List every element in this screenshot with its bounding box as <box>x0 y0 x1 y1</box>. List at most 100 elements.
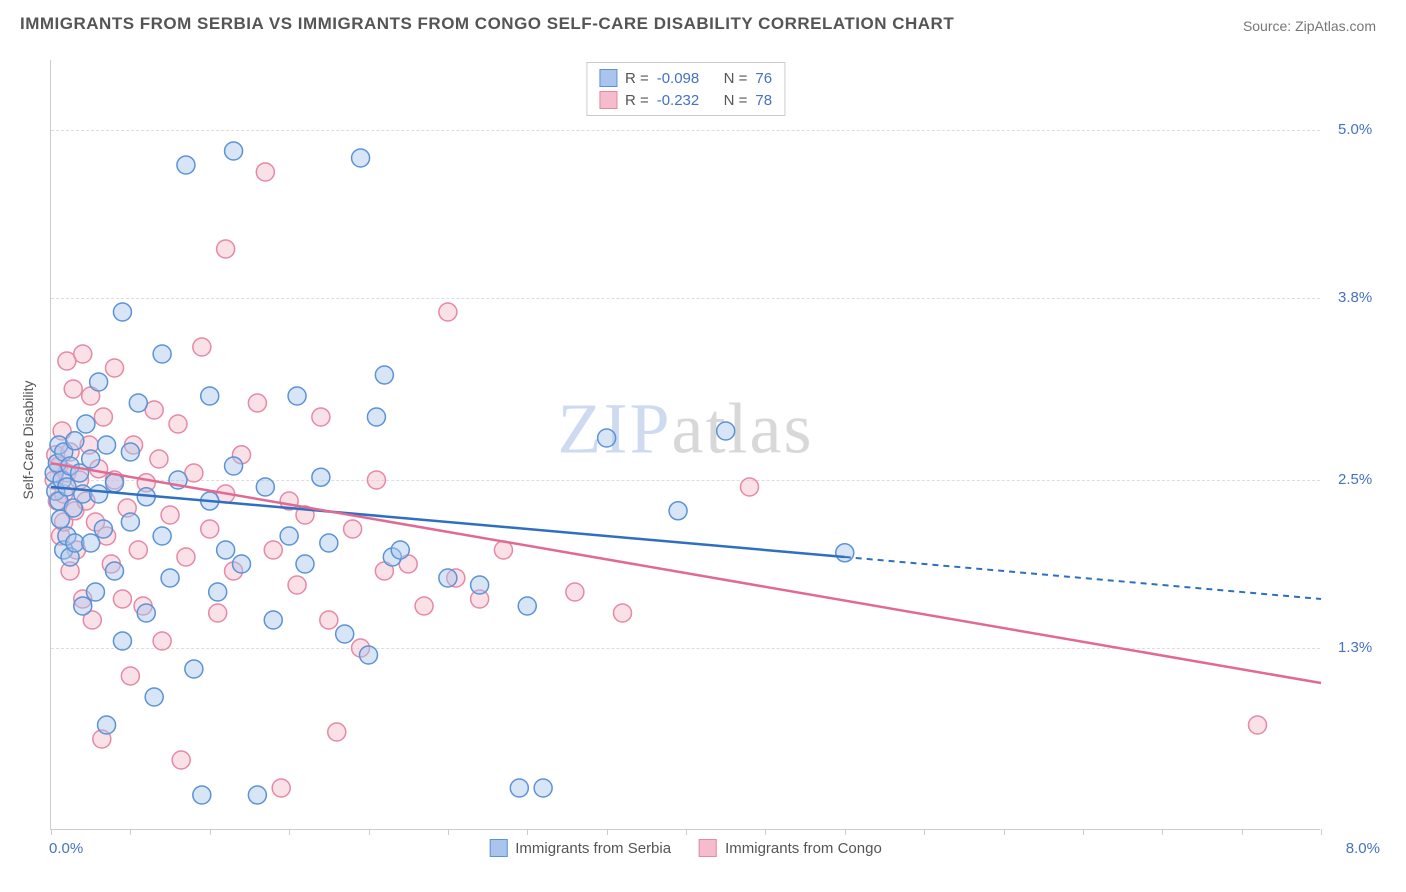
data-point <box>113 632 131 650</box>
data-point <box>106 359 124 377</box>
data-point <box>264 541 282 559</box>
data-point <box>209 583 227 601</box>
data-point <box>272 779 290 797</box>
legend-label-congo: Immigrants from Congo <box>725 840 882 857</box>
source-prefix: Source: <box>1243 18 1295 34</box>
y-axis-label: Self-Care Disability <box>20 380 36 499</box>
chart-title: IMMIGRANTS FROM SERBIA VS IMMIGRANTS FRO… <box>20 14 954 34</box>
data-point <box>121 443 139 461</box>
xtick <box>448 829 449 835</box>
data-point <box>367 408 385 426</box>
data-point <box>66 432 84 450</box>
data-point <box>193 338 211 356</box>
data-point <box>439 569 457 587</box>
data-point <box>153 527 171 545</box>
data-point <box>82 450 100 468</box>
swatch-serbia-bottom <box>489 839 507 857</box>
data-point <box>153 345 171 363</box>
data-point <box>113 590 131 608</box>
swatch-serbia <box>599 69 617 87</box>
xtick <box>51 829 52 835</box>
data-point <box>129 541 147 559</box>
data-point <box>598 429 616 447</box>
data-point <box>90 485 108 503</box>
data-point <box>312 408 330 426</box>
data-point <box>367 471 385 489</box>
data-point <box>217 240 235 258</box>
xtick <box>1242 829 1243 835</box>
n-label: N = <box>724 92 748 109</box>
data-point <box>64 380 82 398</box>
data-point <box>510 779 528 797</box>
legend-row-congo: R = -0.232 N = 78 <box>599 89 772 111</box>
data-point <box>288 576 306 594</box>
plot-area: ZIPatlas R = -0.098 N = 76 R = -0.232 N … <box>50 60 1320 830</box>
data-point <box>471 576 489 594</box>
data-point <box>669 502 687 520</box>
data-point <box>86 583 104 601</box>
legend-series: Immigrants from Serbia Immigrants from C… <box>489 839 882 857</box>
ytick-label: 1.3% <box>1338 639 1372 656</box>
data-point <box>94 408 112 426</box>
data-point <box>717 422 735 440</box>
xtick <box>924 829 925 835</box>
swatch-congo-bottom <box>699 839 717 857</box>
data-point <box>344 520 362 538</box>
data-point <box>106 562 124 580</box>
ytick-label: 5.0% <box>1338 121 1372 138</box>
source-link[interactable]: ZipAtlas.com <box>1295 18 1376 34</box>
n-value-congo: 78 <box>755 92 772 109</box>
data-point <box>201 387 219 405</box>
data-point <box>233 555 251 573</box>
x-start-label: 0.0% <box>49 840 83 857</box>
xtick <box>369 829 370 835</box>
data-point <box>161 569 179 587</box>
data-point <box>169 415 187 433</box>
data-point <box>145 688 163 706</box>
data-point <box>77 415 95 433</box>
data-point <box>90 373 108 391</box>
data-point <box>74 345 92 363</box>
xtick <box>1162 829 1163 835</box>
data-point <box>288 387 306 405</box>
xtick <box>527 829 528 835</box>
source-label: Source: ZipAtlas.com <box>1243 18 1376 34</box>
data-point <box>439 303 457 321</box>
data-point <box>172 751 190 769</box>
swatch-congo <box>599 91 617 109</box>
data-point <box>375 366 393 384</box>
data-point <box>296 555 314 573</box>
data-point <box>209 604 227 622</box>
data-point <box>121 513 139 531</box>
legend-label-serbia: Immigrants from Serbia <box>515 840 671 857</box>
data-point <box>225 142 243 160</box>
data-point <box>137 604 155 622</box>
data-point <box>614 604 632 622</box>
legend-row-serbia: R = -0.098 N = 76 <box>599 67 772 89</box>
ytick-label: 2.5% <box>1338 471 1372 488</box>
data-point <box>336 625 354 643</box>
data-point <box>98 436 116 454</box>
xtick <box>1321 829 1322 835</box>
data-point <box>320 611 338 629</box>
data-point <box>360 646 378 664</box>
data-point <box>177 156 195 174</box>
data-point <box>113 303 131 321</box>
x-end-label: 8.0% <box>1346 840 1380 857</box>
data-point <box>248 394 266 412</box>
data-point <box>415 597 433 615</box>
data-point <box>82 534 100 552</box>
xtick <box>765 829 766 835</box>
trend-line <box>845 557 1321 599</box>
data-point <box>129 394 147 412</box>
data-point <box>534 779 552 797</box>
data-point <box>94 520 112 538</box>
data-point <box>391 541 409 559</box>
data-point <box>153 632 171 650</box>
data-point <box>328 723 346 741</box>
r-value-congo: -0.232 <box>657 92 700 109</box>
data-point <box>217 541 235 559</box>
data-point <box>264 611 282 629</box>
data-point <box>518 597 536 615</box>
data-point <box>352 149 370 167</box>
